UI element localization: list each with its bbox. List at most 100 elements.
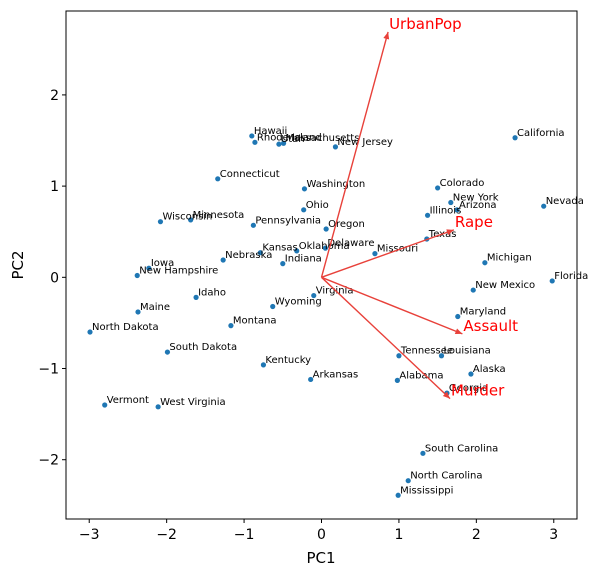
label-washington: Washington	[306, 179, 365, 190]
label-utah: Utah	[281, 134, 305, 145]
point-kansas	[257, 250, 263, 256]
point-wisconsin	[157, 219, 164, 225]
label-oklahoma: Oklahoma	[299, 241, 350, 252]
arrow-assault	[321, 276, 463, 335]
label-south-dakota: South Dakota	[169, 342, 237, 353]
point-idaho	[193, 294, 199, 300]
point-california	[512, 135, 518, 141]
point-connecticut	[215, 176, 221, 182]
loading-arrows: Murder Assault UrbanPop Rape	[320, 15, 518, 400]
label-pennsylvania: Pennsylvania	[255, 215, 321, 226]
label-florida: Florida	[554, 271, 588, 282]
y-tick-label: −2	[38, 453, 59, 469]
x-tick-label: 0	[317, 527, 326, 543]
point-oregon	[323, 226, 329, 232]
y-tick-label: −1	[38, 362, 59, 378]
point-delaware	[322, 245, 328, 251]
label-new-york: New York	[453, 193, 499, 204]
x-tick-label: −2	[156, 527, 177, 543]
x-axis-ticks: −3 −2 −1 0 1 2 3	[79, 519, 558, 543]
label-delaware: Delaware	[327, 238, 374, 249]
point-oklahoma	[294, 248, 300, 254]
label-ohio: Ohio	[306, 200, 329, 211]
point-pennsylvania	[250, 222, 256, 228]
label-rhode-island: Rhode Island	[257, 132, 322, 143]
point-arizona	[454, 207, 460, 213]
label-oregon: Oregon	[328, 219, 365, 230]
point-minnesota	[188, 217, 194, 223]
x-tick-label: 1	[394, 527, 403, 543]
point-south-carolina	[420, 450, 426, 456]
point-kentucky	[260, 362, 267, 368]
label-montana: Montana	[233, 316, 277, 327]
label-west-virginia: West Virginia	[160, 397, 225, 408]
point-alabama	[394, 377, 400, 383]
label-arizona: Arizona	[459, 200, 497, 211]
label-colorado: Colorado	[440, 178, 485, 189]
x-tick-label: 2	[472, 527, 481, 543]
loading-label-rape: Rape	[455, 213, 493, 231]
x-axis-title: PC1	[306, 549, 335, 567]
label-iowa: Iowa	[151, 258, 174, 269]
label-wisconsin: Wisconsin	[162, 212, 212, 223]
y-axis-title: PC2	[9, 250, 27, 279]
label-illinois: Illinois	[430, 205, 462, 216]
state-points	[87, 133, 555, 498]
label-minnesota: Minnesota	[193, 210, 245, 221]
arrow-rape	[321, 229, 455, 278]
point-missouri	[372, 250, 378, 257]
point-ohio	[301, 207, 307, 213]
point-washington	[301, 186, 308, 192]
label-new-mexico: New Mexico	[475, 280, 535, 291]
point-nevada	[541, 203, 547, 209]
point-michigan	[482, 260, 488, 266]
plot-area	[65, 10, 578, 520]
point-new-mexico	[470, 287, 476, 293]
point-vermont	[102, 402, 108, 408]
arrow-murder	[321, 276, 451, 400]
arrow-urbanpop	[320, 31, 389, 278]
y-axis-ticks: −2 −1 0 1 2	[38, 88, 66, 469]
label-north-dakota: North Dakota	[92, 322, 159, 333]
point-nebraska	[220, 257, 226, 263]
point-iowa	[146, 265, 152, 271]
point-south-dakota	[164, 349, 171, 355]
point-louisiana	[438, 353, 445, 359]
label-hawaii: Hawaii	[254, 126, 288, 137]
label-connecticut: Connecticut	[220, 169, 280, 180]
label-tennessee: Tennessee	[400, 346, 453, 357]
point-colorado	[435, 185, 441, 191]
point-hawaii	[249, 133, 255, 139]
point-florida	[549, 278, 555, 284]
label-north-carolina: North Carolina	[410, 471, 482, 482]
point-rhode-island	[252, 139, 258, 145]
label-louisiana: Louisiana	[444, 346, 491, 357]
label-nevada: Nevada	[546, 196, 584, 207]
y-tick-label: 1	[50, 179, 59, 195]
label-alabama: Alabama	[399, 370, 443, 381]
arrowhead-assault	[454, 328, 463, 335]
point-new-jersey	[332, 144, 339, 150]
label-indiana: Indiana	[285, 254, 322, 265]
point-indiana	[280, 261, 286, 267]
x-tick-label: −3	[79, 527, 100, 543]
label-massachusetts: Massachusetts	[286, 133, 360, 144]
point-west-virginia	[155, 404, 161, 410]
y-tick-label: 2	[50, 88, 59, 104]
point-north-carolina	[405, 478, 411, 484]
arrowhead-urbanpop	[383, 31, 390, 40]
point-tennessee	[396, 353, 402, 359]
label-california: California	[517, 128, 565, 139]
label-virginia: Virginia	[316, 286, 354, 297]
point-mississippi	[395, 492, 401, 498]
point-montana	[228, 323, 234, 329]
point-massachusetts	[280, 140, 287, 146]
point-maryland	[455, 313, 461, 320]
label-kansas: Kansas	[262, 243, 297, 254]
label-georgia: Georgia	[449, 383, 488, 394]
label-south-carolina: South Carolina	[425, 443, 498, 454]
label-maryland: Maryland	[460, 307, 506, 318]
arrowhead-rape	[446, 229, 454, 236]
loading-label-urbanpop: UrbanPop	[389, 15, 462, 33]
